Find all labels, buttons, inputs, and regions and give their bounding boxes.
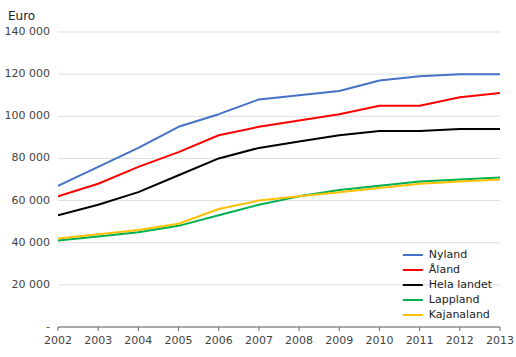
y-tick-label: 20 000	[12, 278, 51, 291]
x-tick	[299, 327, 300, 331]
y-tick-label: 40 000	[12, 236, 51, 249]
grid-line	[58, 32, 500, 33]
legend-item: Hela landet	[403, 278, 493, 291]
x-tick	[339, 327, 340, 331]
y-tick-label: -	[46, 320, 50, 333]
grid	[58, 32, 500, 327]
grid-line	[58, 242, 500, 243]
x-tick-label: 2008	[285, 334, 313, 347]
x-tick-label: 2011	[406, 334, 434, 347]
x-tick	[258, 327, 259, 331]
x-tick-label: 2005	[165, 334, 193, 347]
y-axis-label: Euro	[8, 9, 35, 23]
legend-swatch	[403, 284, 423, 286]
legend-label: Nyland	[429, 248, 468, 261]
legend-label: Åland	[429, 263, 460, 276]
x-tick-label: 2007	[245, 334, 273, 347]
x-tick	[459, 327, 460, 331]
legend-item: Nyland	[403, 248, 468, 261]
legend-item: Kajanaland	[403, 308, 490, 321]
y-tick-label: 120 000	[5, 67, 51, 80]
x-tick	[419, 327, 420, 331]
legend-label: Hela landet	[429, 278, 493, 291]
x-tick-label: 2004	[124, 334, 152, 347]
x-tick	[218, 327, 219, 331]
legend-swatch	[403, 254, 423, 256]
grid-line	[58, 158, 500, 159]
y-tick-label: 80 000	[12, 151, 51, 164]
legend-swatch	[403, 269, 423, 271]
x-tick	[178, 327, 179, 331]
x-tick	[379, 327, 380, 331]
x-tick-label: 2010	[365, 334, 393, 347]
legend-swatch	[403, 299, 423, 301]
series-line	[58, 129, 500, 215]
y-tick-label: 140 000	[5, 25, 51, 38]
x-axis-line	[58, 327, 500, 328]
y-tick-label: 60 000	[12, 194, 51, 207]
x-tick	[500, 327, 501, 331]
grid-line	[58, 74, 500, 75]
axes: - 20 000 40 000 60 000 80 000 100 000 120 000 1…	[5, 25, 515, 347]
grid-line	[58, 327, 500, 328]
x-tick	[138, 327, 139, 331]
x-tick-label: 2002	[44, 334, 72, 347]
legend-item: Lappland	[403, 293, 480, 306]
legend-label: Lappland	[429, 293, 480, 306]
x-tick-label: 2009	[325, 334, 353, 347]
x-tick-label: 2006	[205, 334, 233, 347]
legend-label: Kajanaland	[429, 308, 490, 321]
lines	[58, 74, 500, 240]
legend: Nyland Åland Hela landet Lappland Kajanaland	[403, 248, 493, 321]
chart: - 20 000 40 000 60 000 80 000 100 000 120 000 1…	[0, 0, 516, 357]
series-line	[58, 180, 500, 239]
x-tick-label: 2003	[84, 334, 112, 347]
series-line	[58, 177, 500, 240]
x-tick-label: 2013	[486, 334, 514, 347]
legend-item: Åland	[403, 263, 460, 276]
grid-line	[58, 116, 500, 117]
legend-swatch	[403, 314, 423, 316]
x-tick	[98, 327, 99, 331]
x-tick	[58, 327, 59, 331]
x-tick-label: 2012	[446, 334, 474, 347]
y-tick-label: 100 000	[5, 109, 51, 122]
